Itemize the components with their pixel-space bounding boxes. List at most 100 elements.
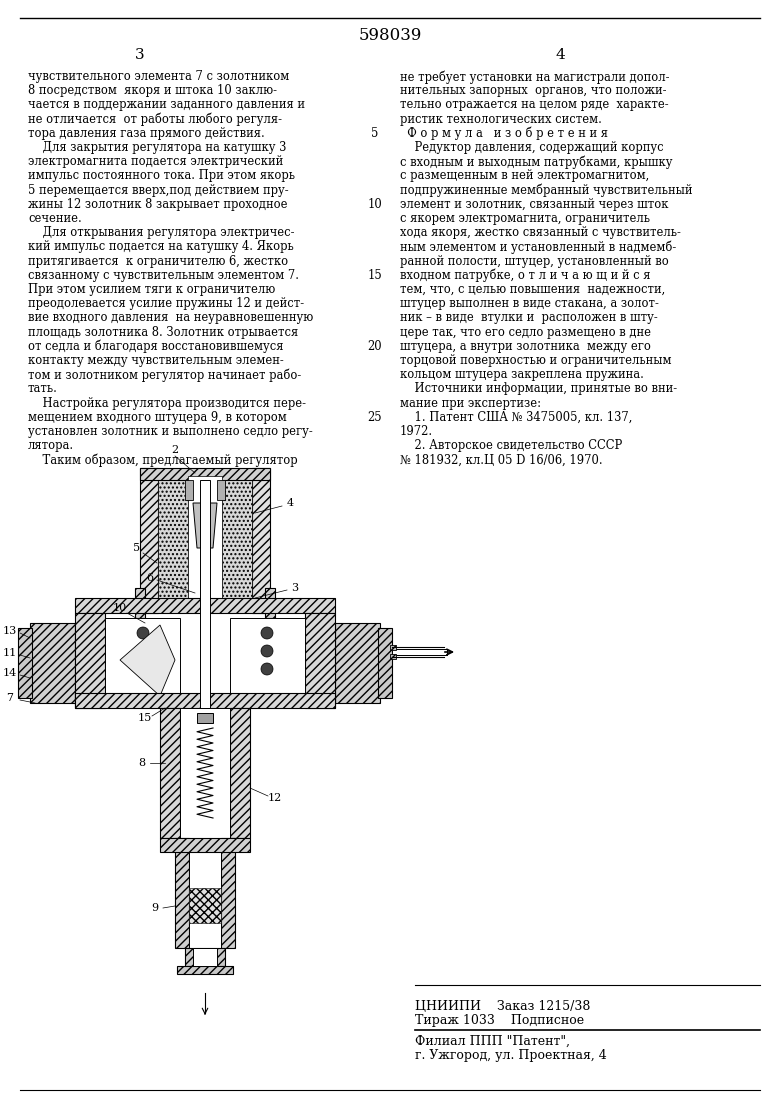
Text: Настройка регулятора производится пере-: Настройка регулятора производится пере- — [28, 397, 306, 409]
Bar — [335, 623, 380, 703]
Bar — [160, 838, 250, 852]
Text: Таким образом, предлагаемый регулятор: Таким образом, предлагаемый регулятор — [28, 453, 298, 467]
Text: не отличается  от работы любого регуля-: не отличается от работы любого регуля- — [28, 113, 282, 126]
Text: мание при экспертизе:: мание при экспертизе: — [400, 397, 541, 409]
Text: 25: 25 — [367, 411, 382, 425]
Circle shape — [137, 645, 149, 657]
Text: площадь золотника 8. Золотник отрывается: площадь золотника 8. Золотник отрывается — [28, 325, 298, 339]
Text: вие входного давления  на неуравновешенную: вие входного давления на неуравновешенну… — [28, 311, 314, 324]
Text: Ф о р м у л а   и з о б р е т е н и я: Ф о р м у л а и з о б р е т е н и я — [400, 127, 608, 140]
Text: 20: 20 — [367, 341, 382, 353]
Bar — [160, 708, 180, 838]
Bar — [230, 618, 305, 703]
Text: не требует установки на магистрали допол-: не требует установки на магистрали допол… — [400, 69, 669, 84]
Text: Для закрытия регулятора на катушку 3: Для закрытия регулятора на катушку 3 — [28, 141, 286, 154]
Text: 3: 3 — [292, 583, 299, 593]
Text: контакту между чувствительным элемен-: контакту между чувствительным элемен- — [28, 354, 284, 367]
Text: торцовой поверхностью и ограничительным: торцовой поверхностью и ограничительным — [400, 354, 672, 367]
Text: 1. Патент США № 3475005, кл. 137,: 1. Патент США № 3475005, кл. 137, — [400, 410, 633, 424]
Text: установлен золотник и выполнено седло регу-: установлен золотник и выполнено седло ре… — [28, 425, 313, 438]
Bar — [180, 708, 230, 838]
Text: 6: 6 — [147, 572, 154, 583]
Text: Филиал ППП "Патент",: Филиал ППП "Патент", — [415, 1035, 570, 1048]
Bar — [392, 649, 447, 655]
Bar — [135, 588, 145, 618]
Text: 2: 2 — [172, 445, 179, 456]
Text: подпружиненные мембранный чувствительный: подпружиненные мембранный чувствительный — [400, 183, 693, 197]
Bar — [185, 947, 225, 966]
Text: нительных запорных  органов, что положи-: нительных запорных органов, что положи- — [400, 84, 666, 97]
Text: 598039: 598039 — [358, 26, 422, 43]
Bar — [193, 947, 217, 966]
Bar — [378, 628, 392, 698]
Text: 10: 10 — [113, 603, 127, 613]
Text: чается в поддержании заданного давления и: чается в поддержании заданного давления … — [28, 98, 305, 111]
Bar — [200, 480, 210, 708]
Text: Тираж 1033    Подписное: Тираж 1033 Подписное — [415, 1014, 584, 1027]
Text: штуцер выполнен в виде стакана, а золот-: штуцер выполнен в виде стакана, а золот- — [400, 297, 659, 310]
Text: 10: 10 — [367, 199, 382, 212]
Text: от седла и благодаря восстановившемуся: от седла и благодаря восстановившемуся — [28, 340, 283, 353]
Bar — [175, 838, 189, 947]
Circle shape — [137, 663, 149, 675]
Bar — [189, 888, 221, 923]
Text: 4: 4 — [286, 497, 293, 508]
Bar — [30, 623, 75, 703]
Text: 5: 5 — [133, 543, 140, 553]
Text: мещением входного штуцера 9, в котором: мещением входного штуцера 9, в котором — [28, 410, 287, 424]
Text: тем, что, с целью повышения  надежности,: тем, что, с целью повышения надежности, — [400, 283, 665, 296]
Text: 14: 14 — [3, 668, 17, 678]
Bar — [185, 480, 193, 500]
Text: ранной полости, штуцер, установленный во: ранной полости, штуцер, установленный во — [400, 255, 668, 268]
Bar — [177, 966, 233, 974]
Text: электромагнита подается электрический: электромагнита подается электрический — [28, 156, 283, 168]
Bar — [140, 468, 158, 613]
Bar — [75, 613, 105, 708]
Bar — [158, 476, 188, 601]
Text: 8 посредством  якоря и штока 10 заклю-: 8 посредством якоря и штока 10 заклю- — [28, 84, 277, 97]
Text: сечение.: сечение. — [28, 212, 82, 225]
Text: 8: 8 — [138, 758, 146, 768]
Bar — [230, 708, 250, 838]
Text: входном патрубке, о т л и ч а ю щ и й с я: входном патрубке, о т л и ч а ю щ и й с … — [400, 269, 651, 282]
Text: тельно отражается на целом ряде  характе-: тельно отражается на целом ряде характе- — [400, 98, 668, 111]
Bar — [305, 613, 335, 708]
Bar — [140, 468, 270, 480]
Text: импульс постоянного тока. При этом якорь: импульс постоянного тока. При этом якорь — [28, 170, 295, 182]
Bar — [252, 468, 270, 613]
Bar — [221, 838, 235, 947]
Text: 4: 4 — [555, 49, 565, 62]
Text: с входным и выходным патрубками, крышку: с входным и выходным патрубками, крышку — [400, 156, 672, 169]
Text: жины 12 золотник 8 закрывает проходное: жины 12 золотник 8 закрывает проходное — [28, 197, 288, 211]
Text: 9: 9 — [151, 903, 158, 913]
Text: чувствительного элемента 7 с золотником: чувствительного элемента 7 с золотником — [28, 69, 289, 83]
Circle shape — [261, 645, 273, 657]
Text: 2. Авторское свидетельство СССР: 2. Авторское свидетельство СССР — [400, 439, 622, 452]
Text: Источники информации, принятые во вни-: Источники информации, принятые во вни- — [400, 383, 677, 395]
Bar — [188, 476, 222, 601]
Text: лятора.: лятора. — [28, 439, 74, 452]
Text: 5: 5 — [371, 128, 378, 140]
Bar — [18, 628, 32, 698]
Bar — [105, 618, 180, 703]
Polygon shape — [120, 625, 175, 696]
Bar — [265, 588, 275, 618]
Text: 15: 15 — [367, 269, 382, 282]
Text: с размещенным в ней электромагнитом,: с размещенным в ней электромагнитом, — [400, 170, 649, 182]
Text: связанному с чувствительным элементом 7.: связанному с чувствительным элементом 7. — [28, 269, 299, 281]
Text: При этом усилием тяги к ограничителю: При этом усилием тяги к ограничителю — [28, 283, 275, 296]
Text: цере так, что его седло размещено в дне: цере так, что его седло размещено в дне — [400, 325, 651, 339]
Bar — [392, 649, 447, 655]
Text: том и золотником регулятор начинает рабо-: том и золотником регулятор начинает рабо… — [28, 368, 301, 382]
Circle shape — [137, 627, 149, 639]
Text: 3: 3 — [135, 49, 145, 62]
Text: Редуктор давления, содержащий корпус: Редуктор давления, содержащий корпус — [400, 141, 664, 154]
Text: штуцера, а внутри золотника  между его: штуцера, а внутри золотника между его — [400, 340, 651, 353]
Text: кий импульс подается на катушку 4. Якорь: кий импульс подается на катушку 4. Якорь — [28, 240, 294, 254]
Bar — [217, 480, 225, 500]
Bar — [390, 654, 396, 658]
Text: тать.: тать. — [28, 383, 58, 395]
Text: 5 перемещается вверх,под действием пру-: 5 перемещается вверх,под действием пру- — [28, 183, 289, 196]
Circle shape — [261, 663, 273, 675]
Text: с якорем электромагнита, ограничитель: с якорем электромагнита, ограничитель — [400, 212, 650, 225]
